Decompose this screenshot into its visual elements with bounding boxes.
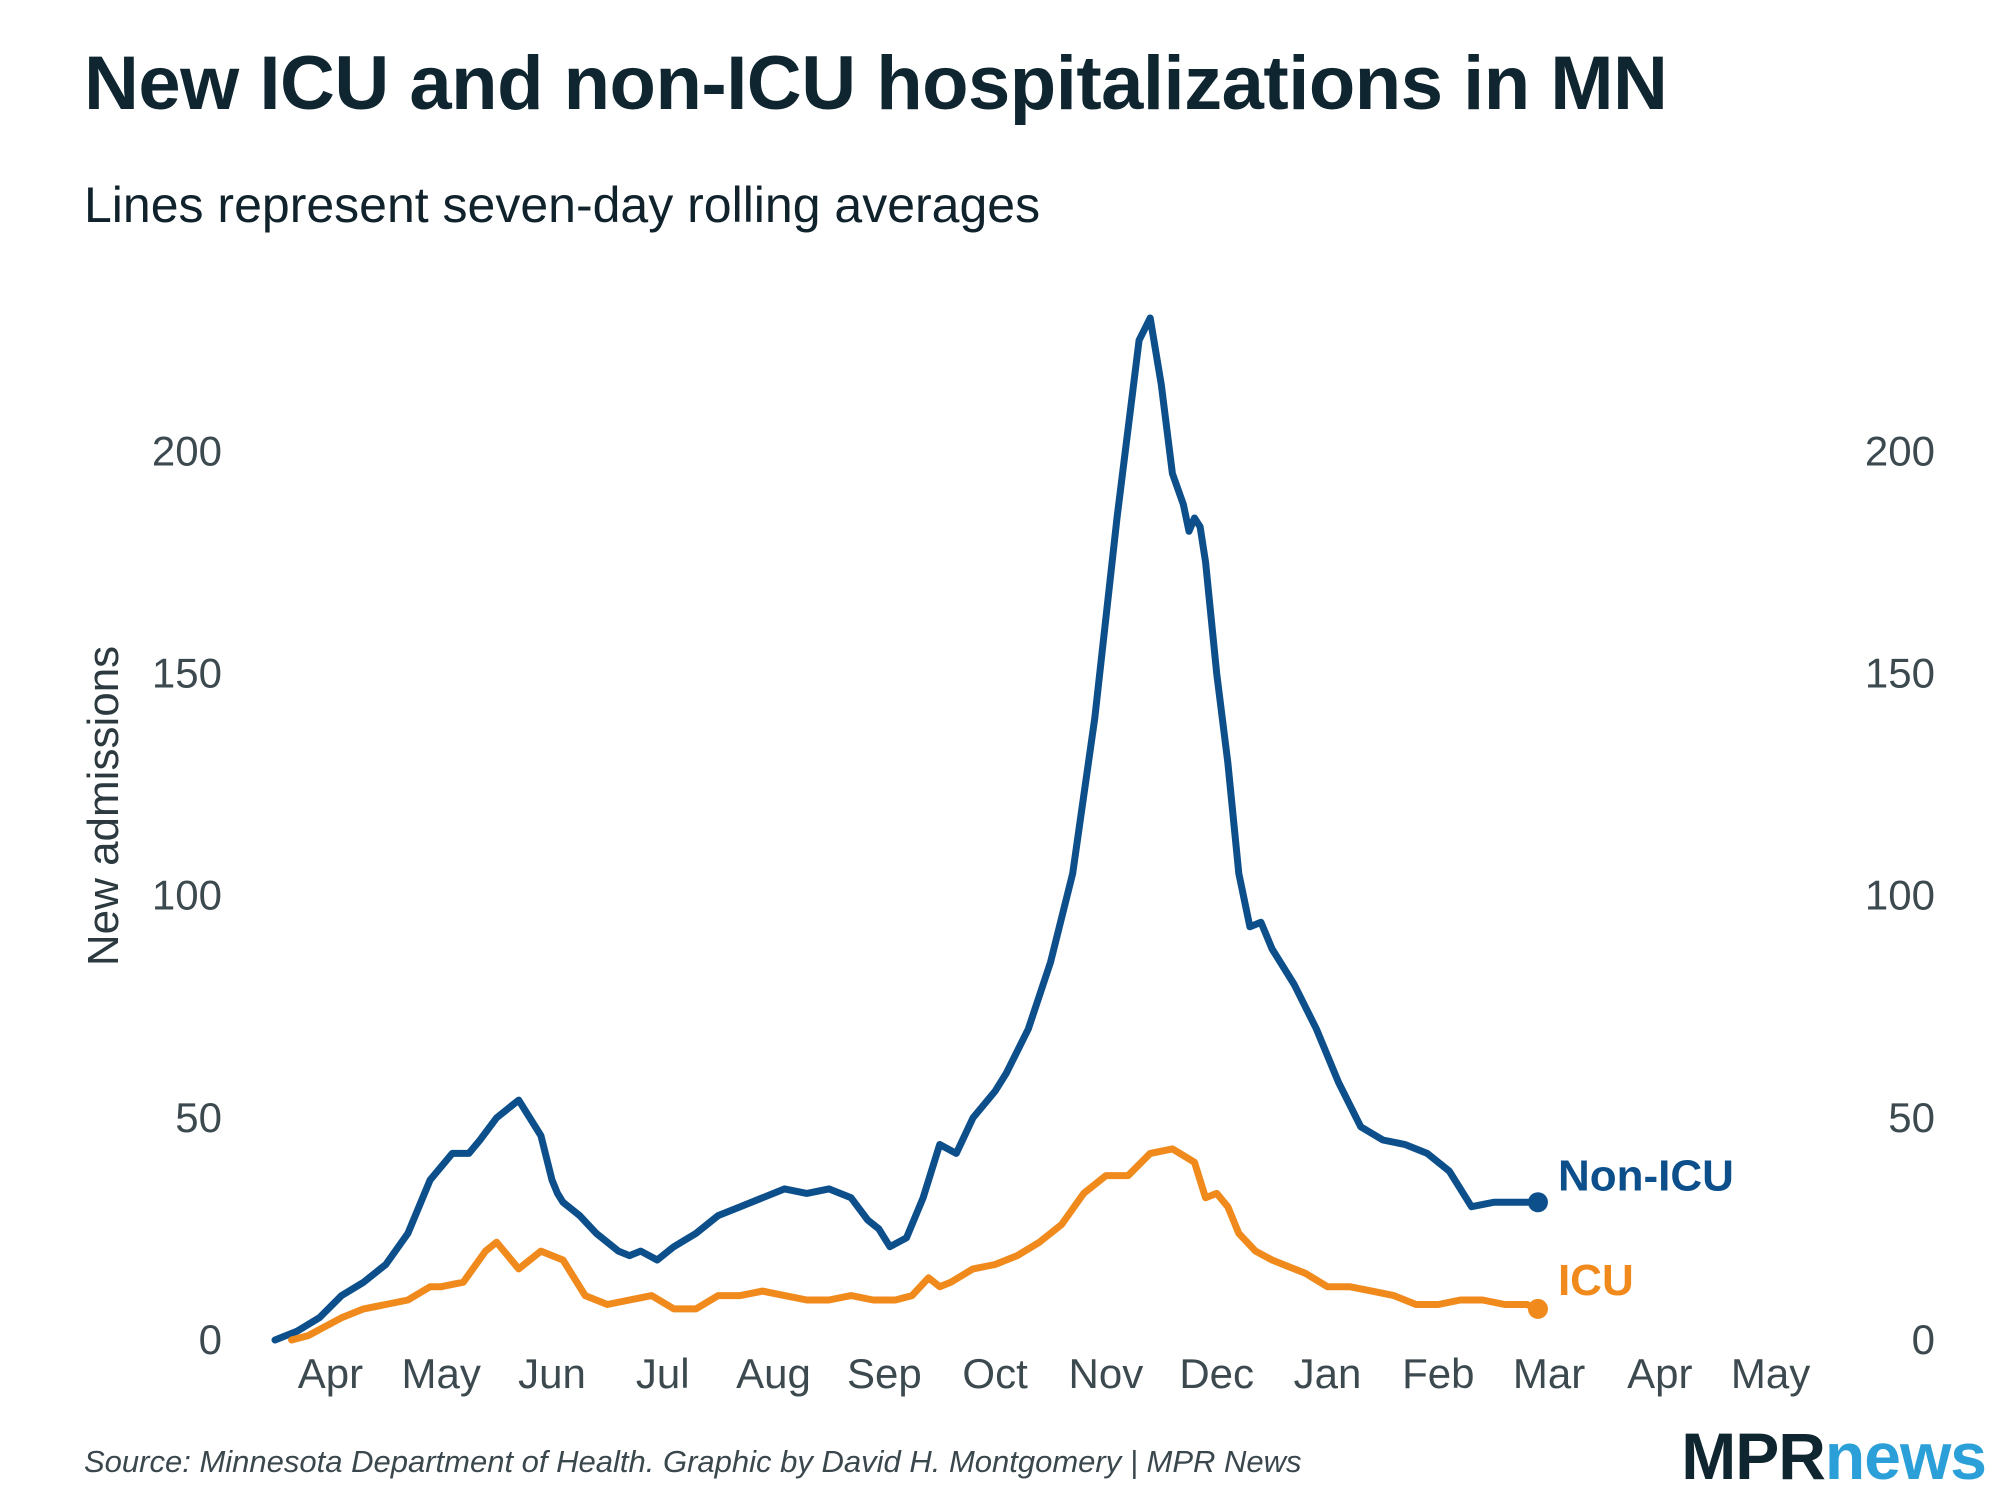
x-tick-label: Jan — [1294, 1350, 1362, 1397]
y-tick-right: 200 — [1865, 427, 1935, 474]
x-tick-label: May — [1731, 1350, 1810, 1397]
y-tick-right: 0 — [1912, 1316, 1935, 1363]
x-tick-label: Mar — [1513, 1350, 1585, 1397]
x-tick-label: Aug — [736, 1350, 811, 1397]
x-tick-label: Apr — [1627, 1350, 1692, 1397]
x-tick-label: Feb — [1402, 1350, 1474, 1397]
y-tick-left: 200 — [152, 427, 222, 474]
x-tick-label: Sep — [847, 1350, 922, 1397]
x-tick-label: Nov — [1069, 1350, 1144, 1397]
source-note: Source: Minnesota Department of Health. … — [84, 1444, 1302, 1479]
logo-news: news — [1824, 1419, 1987, 1493]
x-tick-label: Dec — [1179, 1350, 1254, 1397]
series-line-icu — [288, 1145, 1542, 1344]
y-tick-left: 150 — [152, 649, 222, 696]
y-axis-right: 0 50 100 150 200 — [1865, 427, 1935, 1363]
y-tick-right: 150 — [1865, 649, 1935, 696]
x-tick-label: May — [401, 1350, 480, 1397]
x-tick-label: Jun — [518, 1350, 586, 1397]
series-label-non-icu: Non-ICU — [1558, 1151, 1734, 1200]
logo-mpr: MPR — [1681, 1419, 1826, 1493]
hospitalizations-line-chart: 0 50 100 150 200 0 50 100 150 200 Apr May Jun Jul Au… — [79, 314, 1935, 1397]
series-line-non-icu — [271, 314, 1542, 1344]
x-tick-label: Jul — [636, 1350, 690, 1397]
x-tick-label: Apr — [298, 1350, 363, 1397]
series-layer: Non-ICU ICU — [271, 314, 1734, 1344]
y-tick-left: 100 — [152, 872, 222, 919]
y-tick-right: 50 — [1888, 1094, 1935, 1141]
y-tick-left: 50 — [175, 1094, 222, 1141]
chart-title: New ICU and non-ICU hospitalizations in … — [84, 41, 1668, 126]
y-axis-left: 0 50 100 150 200 — [152, 427, 222, 1363]
mpr-news-logo: MPRnews — [1681, 1418, 1987, 1494]
series-endpoint-icu — [1527, 1298, 1548, 1319]
y-tick-right: 100 — [1865, 872, 1935, 919]
series-endpoint-non-icu — [1527, 1192, 1548, 1213]
chart-subtitle: Lines represent seven-day rolling averag… — [84, 177, 1041, 233]
x-tick-label: Oct — [962, 1350, 1028, 1397]
series-label-icu: ICU — [1558, 1256, 1634, 1305]
y-axis-label: New admissions — [79, 646, 128, 966]
x-axis: Apr May Jun Jul Aug Sep Oct Nov Dec Jan Feb Mar Apr M… — [298, 1350, 1811, 1397]
y-tick-left: 0 — [199, 1316, 222, 1363]
